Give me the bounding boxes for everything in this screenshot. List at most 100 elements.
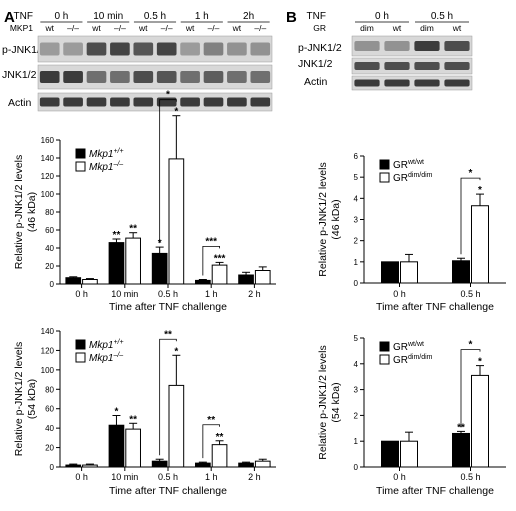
y-tick-label: 5 xyxy=(354,334,359,343)
bar xyxy=(238,462,254,468)
blot-time-label: 10 min xyxy=(93,11,123,22)
blot-band xyxy=(86,42,107,56)
blot-genotype-label: dim xyxy=(420,23,434,33)
significance-bracket xyxy=(202,245,220,276)
x-tick-label: 0.5 h xyxy=(460,289,480,299)
blot-band xyxy=(384,41,410,51)
y-tick-label: 0 xyxy=(50,280,55,289)
blot-band xyxy=(227,42,247,56)
significance-bracket xyxy=(159,99,177,244)
bar xyxy=(168,158,185,285)
blot-band xyxy=(110,97,130,107)
legend-label-base: GR xyxy=(393,173,408,184)
legend-label-superscript: +/+ xyxy=(113,339,123,346)
x-tick-label: 0.5 h xyxy=(158,289,178,299)
blot-band xyxy=(156,42,177,56)
legend-label-base: Mkp1 xyxy=(89,340,113,351)
bar xyxy=(211,444,228,468)
bar xyxy=(471,205,489,284)
blot-a-row-label-jnk: JNK1/2 xyxy=(2,69,37,81)
blot-band xyxy=(110,42,130,56)
blot-a-row-label-pjnk: p-JNK1/2 xyxy=(2,44,46,56)
blot-genotype-label: wt xyxy=(185,23,195,33)
y-tick-label: 4 xyxy=(354,360,359,369)
y-tick-label: 20 xyxy=(45,262,54,271)
legend-label-base: GR xyxy=(393,160,408,171)
blot-genotype-label: –/– xyxy=(254,23,266,33)
legend-label: GRdim/dim xyxy=(393,354,433,366)
blot-band xyxy=(86,71,107,83)
bar xyxy=(381,440,399,468)
blot-genotype-label: wt xyxy=(44,23,54,33)
blot-band xyxy=(156,71,177,83)
legend-label-base: Mkp1 xyxy=(89,162,113,173)
blot-genotype-label: wt xyxy=(392,23,402,33)
blot-band xyxy=(86,97,107,107)
blot-time-label: 0 h xyxy=(54,11,68,22)
blot-genotype-label: wt xyxy=(91,23,101,33)
x-axis-title: Time after TNF challenge xyxy=(376,301,494,313)
significance-star: * xyxy=(158,238,162,249)
blot-band xyxy=(444,62,470,70)
bar xyxy=(400,261,418,284)
bar xyxy=(125,428,141,468)
bar xyxy=(65,464,82,468)
y-tick-label: 60 xyxy=(45,226,54,235)
significance-star: ** xyxy=(129,224,137,235)
blot-band xyxy=(203,42,224,56)
blot-band xyxy=(250,42,271,56)
blot-band xyxy=(384,79,410,87)
significance-star: ** xyxy=(129,414,137,425)
bracket-star: ** xyxy=(207,415,215,426)
legend-label: Mkp1+/+ xyxy=(89,148,124,160)
y-tick-label: 2 xyxy=(354,237,359,246)
legend-swatch xyxy=(379,159,390,170)
significance-star: ** xyxy=(216,432,224,443)
blot-band xyxy=(227,97,247,107)
legend-swatch xyxy=(75,339,86,350)
bar xyxy=(65,277,82,285)
y-tick-label: 140 xyxy=(41,327,55,336)
blot-band xyxy=(63,42,83,56)
bar xyxy=(238,274,254,285)
blot-band xyxy=(110,71,130,83)
blot-band xyxy=(39,97,60,107)
y-tick-label: 0 xyxy=(354,279,359,288)
y-tick-label: 3 xyxy=(354,386,359,395)
y-tick-label: 5 xyxy=(354,173,359,182)
legend-label-base: Mkp1 xyxy=(89,149,113,160)
significance-star: * xyxy=(174,107,178,118)
y-axis-title: Relative p-JNK1/2 levels(54 kDa) xyxy=(317,345,342,459)
bar xyxy=(108,242,125,285)
bracket-star: *** xyxy=(205,236,217,247)
bar xyxy=(82,464,98,468)
blot-genotype-label: –/– xyxy=(67,23,79,33)
bar xyxy=(211,264,228,285)
legend-label: GRdim/dim xyxy=(393,172,433,184)
blot-band xyxy=(39,71,60,83)
blot-genotype-label: wt xyxy=(232,23,242,33)
legend-label: GRwt/wt xyxy=(393,159,424,171)
legend-swatch xyxy=(379,172,390,183)
bracket-star: * xyxy=(166,90,170,101)
x-tick-label: 0.5 h xyxy=(460,472,480,482)
y-tick-label: 0 xyxy=(354,463,359,472)
y-tick-label: 160 xyxy=(41,136,55,145)
y-tick-label: 0 xyxy=(50,463,55,472)
significance-star: ** xyxy=(113,230,121,241)
legend-label-superscript: dim/dim xyxy=(408,354,433,361)
blot-b-tnf-label: TNF xyxy=(307,11,326,22)
legend-swatch xyxy=(379,354,390,365)
y-tick-label: 2 xyxy=(354,411,359,420)
blot-band xyxy=(414,79,440,87)
blot-strip xyxy=(351,35,473,57)
blot-b-row-label-jnk: JNK1/2 xyxy=(298,58,333,70)
y-axis-title: Relative p-JNK1/2 levels(46 kDa) xyxy=(13,155,38,269)
blot-band xyxy=(444,41,470,51)
legend-label-base: GR xyxy=(393,355,408,366)
x-axis-title: Time after TNF challenge xyxy=(376,485,494,497)
bracket-star: * xyxy=(469,168,473,179)
blot-a-row-label-actin: Actin xyxy=(8,97,32,109)
legend-label-superscript: wt/wt xyxy=(407,159,424,166)
